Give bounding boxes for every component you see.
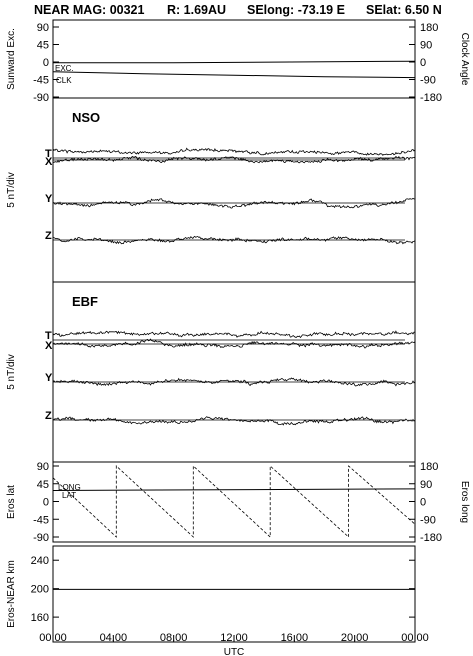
eros-near-tick-label: 200 — [31, 584, 49, 596]
panel-sunward: Sunward Exc. Clock Angle 90 180 45 90 0 0 -45 -… — [6, 22, 470, 104]
title-selat: SElat: 6.50 N — [366, 3, 442, 17]
x-tick-label: 00:00 — [39, 632, 67, 644]
label-exc: EXC. — [55, 64, 74, 73]
series-eros-lat — [52, 488, 416, 491]
x-tick-label: 04:00 — [100, 632, 128, 644]
panel-label-ebf: EBF — [72, 294, 98, 309]
panel-eros-near: Eros-NEAR km 240 200 160 — [6, 555, 415, 628]
x-tick-label: 08:00 — [160, 632, 188, 644]
eros-latlong-right-tick-label: 90 — [420, 479, 432, 491]
title-mission: NEAR MAG: 00321 — [34, 3, 144, 17]
x-tick-label: 00:00 — [401, 632, 429, 644]
eros-latlong-left-tick-label: -45 — [33, 514, 49, 526]
ylabel-sunward: Sunward Exc. — [6, 28, 17, 90]
nso-component-label: T — [45, 148, 52, 160]
sunward-left-tick-label: 45 — [37, 40, 49, 52]
panel-ebf: EBF 5 nT/div TX Y Z — [6, 294, 416, 426]
ylabel-eros-lat: Eros lat — [6, 485, 17, 519]
panel-ebf-frame — [52, 281, 416, 463]
panel-eros-latlong-frame — [52, 461, 416, 543]
title-selong: SElong: -73.19 E — [247, 3, 345, 17]
nso-trace-x — [52, 155, 416, 164]
eros-latlong-left-tick-label: 90 — [37, 461, 49, 473]
series-sunward-exc — [53, 60, 416, 64]
sunward-right-tick-label: 180 — [420, 22, 438, 34]
nso-trace-t — [52, 147, 416, 156]
ylabel-clock: Clock Angle — [459, 33, 470, 86]
ebf-trace-t — [52, 330, 415, 339]
panel-eros-latlong: Eros lat Eros long 90 180 45 90 0 0 -45 -90 -90 -… — [6, 461, 470, 544]
label-lat: LAT — [62, 491, 76, 500]
sunward-right-tick-label: -180 — [420, 92, 442, 104]
panel-nso-frame — [52, 97, 416, 283]
eros-latlong-left-tick-label: 0 — [43, 497, 49, 509]
x-tick-label: 16:00 — [281, 632, 309, 644]
sunward-right-tick-label: -90 — [420, 75, 436, 87]
nso-component-label: Z — [45, 230, 52, 242]
ylabel-nso: 5 nT/div — [6, 172, 17, 208]
title-distance: R: 1.69AU — [167, 3, 226, 17]
nso-trace-z — [52, 235, 416, 245]
series-clock-angle — [52, 71, 416, 79]
label-long: LONG — [58, 483, 81, 492]
plot-title: NEAR MAG: 00321 R: 1.69AU SElong: -73.19… — [34, 3, 442, 17]
panel-label-nso: NSO — [72, 110, 100, 125]
ebf-component-label: X — [45, 340, 53, 352]
panel-sunward-frame — [52, 19, 416, 99]
label-clk: CLK — [56, 76, 72, 85]
sunward-right-tick-label: 90 — [420, 40, 432, 52]
sunward-right-tick-label: 0 — [420, 57, 426, 69]
nso-component-label: Y — [45, 193, 53, 205]
ebf-component-label: Z — [45, 410, 52, 422]
eros-near-tick-label: 240 — [31, 555, 49, 567]
ebf-component-label: Y — [45, 372, 53, 384]
ebf-component-label: T — [45, 330, 52, 342]
panel-nso: NSO 5 nT/div TX Y Z — [6, 110, 416, 245]
ylabel-eros-near: Eros-NEAR km — [6, 560, 17, 628]
ebf-trace-x — [52, 338, 416, 349]
eros-near-tick-label: 160 — [31, 612, 49, 624]
x-tick-label: 20:00 — [341, 632, 369, 644]
ebf-trace-y — [52, 377, 416, 387]
nso-trace-y — [52, 197, 416, 209]
ylabel-ebf: 5 nT/div — [6, 354, 17, 390]
sunward-left-tick-label: 90 — [37, 22, 49, 34]
sunward-left-tick-label: 0 — [43, 57, 49, 69]
panel-eros-near-frame — [52, 545, 416, 643]
sunward-left-tick-label: -45 — [33, 75, 49, 87]
x-axis: UTC 00:00 04:00 08:00 12:00 16:00 20:00 00:00 — [39, 632, 429, 656]
sunward-left-tick-label: -90 — [33, 92, 49, 104]
nso-component-label: X — [45, 156, 53, 168]
eros-latlong-right-tick-label: -180 — [420, 532, 442, 544]
eros-latlong-left-tick-label: 45 — [37, 479, 49, 491]
eros-latlong-right-tick-label: 0 — [420, 497, 426, 509]
eros-latlong-left-tick-label: -90 — [33, 532, 49, 544]
ylabel-eros-long: Eros long — [459, 481, 470, 523]
eros-latlong-right-tick-label: -90 — [420, 514, 436, 526]
series-eros-long — [52, 465, 416, 538]
x-tick-label: 12:00 — [220, 632, 248, 644]
x-axis-label: UTC — [224, 647, 245, 656]
eros-latlong-right-tick-label: 180 — [420, 461, 438, 473]
ebf-trace-z — [52, 416, 416, 426]
